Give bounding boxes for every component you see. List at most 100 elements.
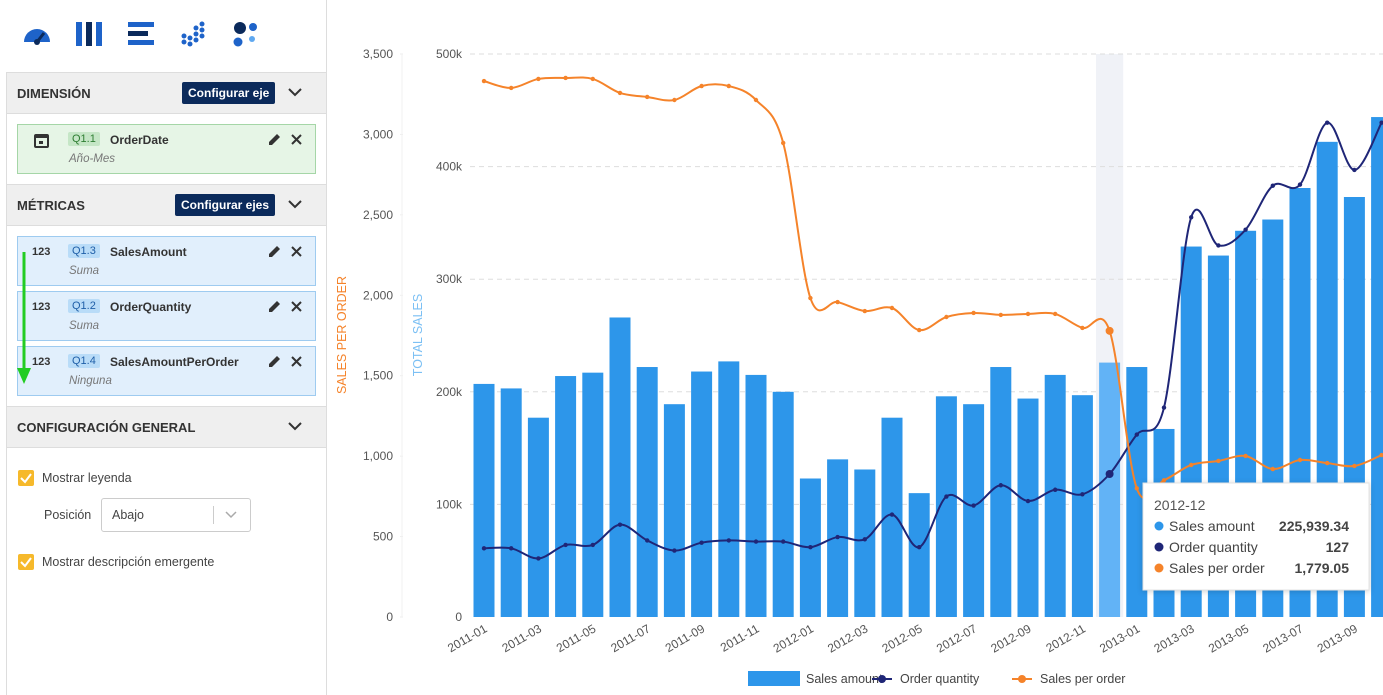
configure-button[interactable]: Configurar ejes bbox=[175, 194, 276, 216]
select-value: Abajo bbox=[112, 508, 144, 522]
point bbox=[590, 542, 595, 548]
x-tick-label: 2013-07 bbox=[1260, 621, 1305, 655]
collapse-chevron[interactable] bbox=[287, 86, 303, 98]
point bbox=[1270, 466, 1276, 472]
checkbox[interactable] bbox=[18, 554, 34, 570]
checkbox-label: Mostrar descripción emergente bbox=[42, 555, 215, 569]
collapse-chevron[interactable] bbox=[287, 420, 303, 432]
field-type: 123 bbox=[32, 301, 51, 313]
line bbox=[483, 76, 1382, 500]
point bbox=[1325, 460, 1330, 466]
point bbox=[617, 90, 623, 96]
bar bbox=[881, 417, 903, 617]
point bbox=[590, 76, 595, 82]
point bbox=[1134, 486, 1140, 491]
point bbox=[1189, 462, 1194, 468]
legend-swatch bbox=[748, 671, 800, 686]
point bbox=[617, 522, 623, 527]
tooltip-dot bbox=[1154, 542, 1164, 552]
point bbox=[1053, 311, 1058, 317]
sidebar: DIMENSIÓN Configurar eje Q1.1 OrderDate … bbox=[0, 0, 327, 695]
point bbox=[1105, 469, 1114, 478]
point bbox=[726, 83, 731, 89]
point bbox=[1053, 487, 1058, 492]
point bbox=[917, 327, 922, 333]
point bbox=[509, 546, 514, 551]
section-title: MÉTRICAS bbox=[17, 198, 85, 213]
x-tick-label: 2012-03 bbox=[825, 621, 870, 655]
tooltip-label: Sales amount bbox=[1169, 518, 1255, 534]
point bbox=[1379, 452, 1383, 458]
calendar-icon bbox=[34, 134, 49, 148]
field-name: OrderDate bbox=[110, 133, 169, 147]
tooltip-value: 127 bbox=[1326, 539, 1350, 555]
tooltip-label: Sales per order bbox=[1169, 560, 1265, 576]
bar bbox=[1071, 395, 1093, 617]
field-actions[interactable] bbox=[266, 299, 306, 315]
y2-tick-label: 0 bbox=[386, 610, 393, 624]
tooltip-box bbox=[1142, 482, 1370, 591]
point bbox=[563, 542, 568, 548]
point bbox=[862, 308, 867, 314]
tooltip-dot bbox=[1154, 521, 1164, 531]
point bbox=[971, 503, 976, 508]
field-sub: Suma bbox=[69, 265, 100, 277]
y2-tick-label: 500 bbox=[373, 530, 393, 544]
bar bbox=[1126, 367, 1148, 617]
point bbox=[1243, 453, 1248, 459]
point bbox=[944, 494, 949, 499]
point bbox=[998, 483, 1003, 488]
point bbox=[998, 312, 1003, 318]
point bbox=[1161, 478, 1167, 483]
point bbox=[645, 538, 650, 543]
position-select[interactable]: Abajo bbox=[101, 498, 251, 532]
configure-button[interactable]: Configurar eje bbox=[182, 82, 276, 104]
drag-arrow bbox=[17, 252, 31, 384]
point bbox=[1379, 120, 1383, 125]
point bbox=[481, 546, 487, 551]
x-tick-label: 2012-05 bbox=[880, 621, 925, 655]
legend-swatch bbox=[878, 675, 886, 683]
section-header: CONFIGURACIÓN GENERAL bbox=[7, 406, 326, 448]
point bbox=[889, 512, 895, 517]
point bbox=[1352, 463, 1357, 469]
point bbox=[481, 78, 487, 84]
x-tick-label: 2012-07 bbox=[934, 621, 979, 655]
y-tick-label: 300k bbox=[436, 272, 463, 286]
point bbox=[1216, 458, 1221, 464]
section-title: CONFIGURACIÓN GENERAL bbox=[17, 420, 196, 435]
select-label: Posición bbox=[44, 508, 92, 522]
metric-field[interactable]: 123 Q1.4 SalesAmountPerOrder Ninguna bbox=[17, 346, 316, 396]
point bbox=[645, 94, 650, 100]
bar bbox=[718, 361, 740, 617]
point bbox=[1243, 227, 1248, 232]
metric-field[interactable]: 123 Q1.2 OrderQuantity Suma bbox=[17, 291, 316, 341]
bar bbox=[527, 417, 549, 617]
x-tick-label: 2013-09 bbox=[1315, 621, 1360, 655]
x-tick-label: 2011-05 bbox=[554, 621, 599, 655]
point bbox=[509, 85, 514, 91]
legend-label: Order quantity bbox=[900, 672, 980, 686]
point bbox=[1080, 325, 1085, 331]
point bbox=[917, 544, 922, 550]
bar bbox=[582, 372, 604, 617]
field-name: SalesAmountPerOrder bbox=[110, 355, 239, 369]
dimension-field[interactable]: Q1.1 OrderDate Año-Mes bbox=[17, 124, 316, 174]
divider bbox=[6, 72, 7, 695]
checkbox[interactable] bbox=[18, 470, 34, 486]
x-tick-label: 2012-01 bbox=[771, 621, 816, 655]
y-tick-label: 400k bbox=[436, 160, 463, 174]
bar bbox=[908, 493, 930, 617]
bar bbox=[772, 391, 794, 617]
field-actions[interactable] bbox=[266, 354, 306, 370]
field-actions[interactable] bbox=[266, 132, 306, 148]
section-header: MÉTRICAS Configurar ejes bbox=[7, 184, 326, 226]
collapse-chevron[interactable] bbox=[287, 198, 303, 210]
point bbox=[672, 548, 677, 553]
point bbox=[971, 310, 976, 316]
bar bbox=[990, 367, 1012, 617]
metric-field[interactable]: 123 Q1.3 SalesAmount Suma bbox=[17, 236, 316, 286]
bar bbox=[609, 317, 631, 617]
field-actions[interactable] bbox=[266, 244, 306, 260]
